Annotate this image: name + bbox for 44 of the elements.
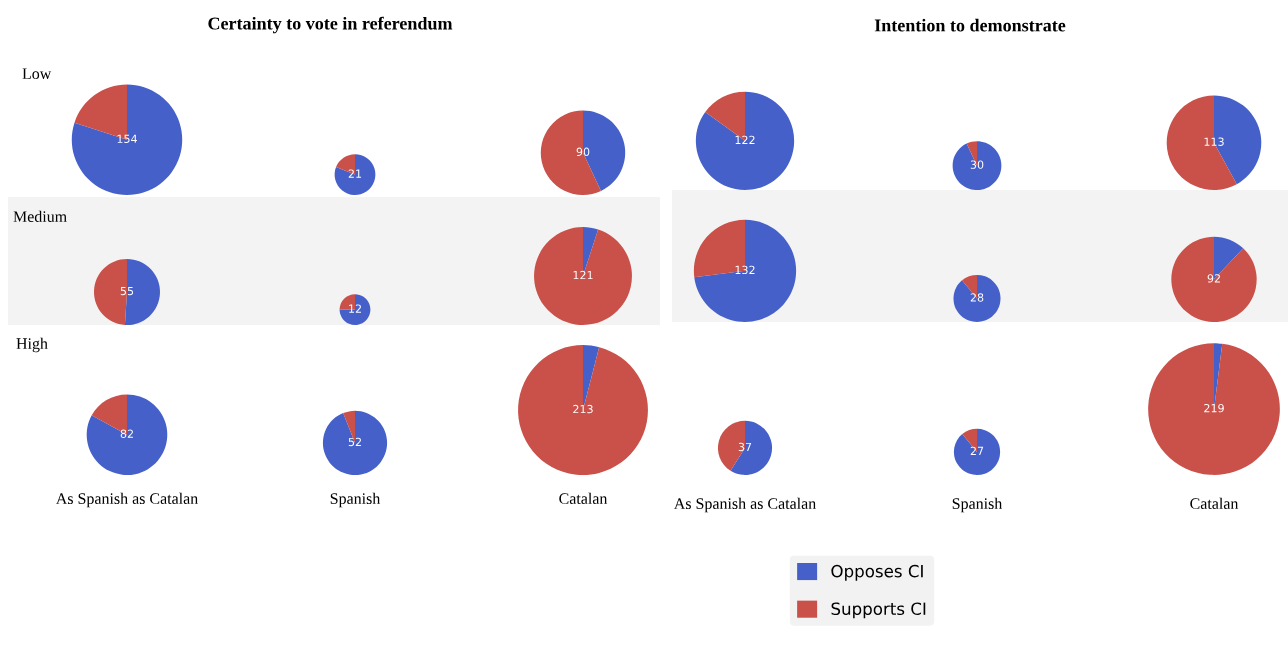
text: Intention to demonstrate <box>874 18 1066 32</box>
text: 92 <box>1207 274 1220 283</box>
category-label: As Spanish as Catalan <box>55 492 198 508</box>
category-label: Spanish <box>330 492 381 508</box>
category-label: Catalan <box>559 492 608 504</box>
text: 12 <box>349 304 361 313</box>
text: 122 <box>735 135 755 144</box>
legend-label: Supports CI <box>831 602 926 619</box>
text: Low <box>22 68 52 79</box>
text: 28 <box>970 293 984 302</box>
text: 82 <box>120 429 133 438</box>
text: Medium <box>13 210 67 222</box>
category-label: As Spanish as Catalan <box>673 497 816 513</box>
text: 213 <box>573 404 593 414</box>
pie-slice <box>71 84 183 195</box>
pie-slice <box>534 227 632 325</box>
pie-slice <box>339 294 371 325</box>
pie-slice <box>1171 236 1257 322</box>
text: 219 <box>1204 403 1224 413</box>
pie-slice <box>322 410 388 475</box>
pie-slice <box>953 274 1001 322</box>
category-label: Catalan <box>1190 497 1239 509</box>
pie-slice <box>86 394 168 475</box>
text: Certainty to vote in referendum <box>208 16 453 34</box>
pie-slice <box>334 154 376 195</box>
text: High <box>16 337 48 353</box>
text: 30 <box>970 160 984 169</box>
text: 154 <box>117 134 137 143</box>
legend-label: Opposes CI <box>831 564 923 581</box>
category-label: Spanish <box>952 497 1003 513</box>
text: 52 <box>348 437 361 447</box>
text: 27 <box>970 446 984 455</box>
pie-slice <box>730 420 773 475</box>
pie-slice <box>1148 343 1280 475</box>
text: 132 <box>735 265 755 275</box>
text: 121 <box>573 270 593 280</box>
pie-slice <box>540 110 601 195</box>
pie-slice <box>952 141 1002 190</box>
text: 21 <box>348 169 362 178</box>
pie-slice <box>1166 95 1237 190</box>
pie-slice <box>953 428 1001 475</box>
pie-slice <box>695 91 795 190</box>
pie-slice <box>518 345 648 475</box>
pie-slice <box>694 219 797 322</box>
